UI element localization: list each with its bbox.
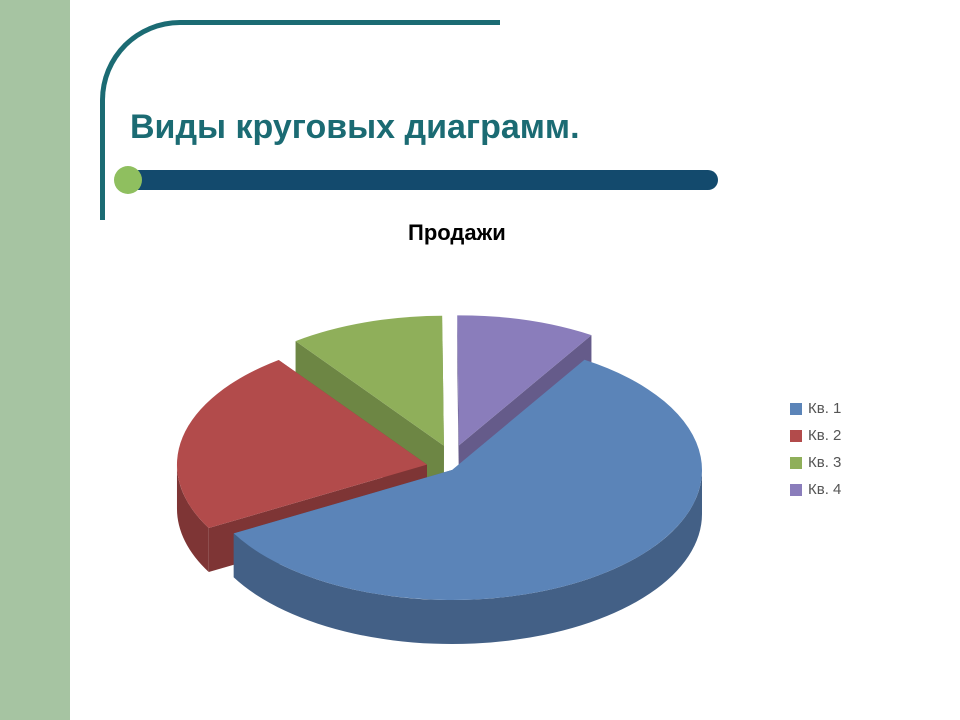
legend-label: Кв. 4 bbox=[808, 481, 841, 498]
pie-chart bbox=[0, 0, 960, 720]
chart-legend: Кв. 1 Кв. 2 Кв. 3 Кв. 4 bbox=[790, 400, 841, 508]
legend-item: Кв. 4 bbox=[790, 481, 841, 498]
legend-item: Кв. 1 bbox=[790, 400, 841, 417]
legend-label: Кв. 1 bbox=[808, 400, 841, 417]
legend-item: Кв. 3 bbox=[790, 454, 841, 471]
legend-swatch bbox=[790, 403, 802, 415]
legend-label: Кв. 3 bbox=[808, 454, 841, 471]
legend-swatch bbox=[790, 457, 802, 469]
legend-swatch bbox=[790, 484, 802, 496]
slide-stage: Виды круговых диаграмм. Продажи Кв. 1Кв.… bbox=[0, 0, 960, 720]
legend-swatch bbox=[790, 430, 802, 442]
legend-label: Кв. 2 bbox=[808, 427, 841, 444]
legend-item: Кв. 2 bbox=[790, 427, 841, 444]
